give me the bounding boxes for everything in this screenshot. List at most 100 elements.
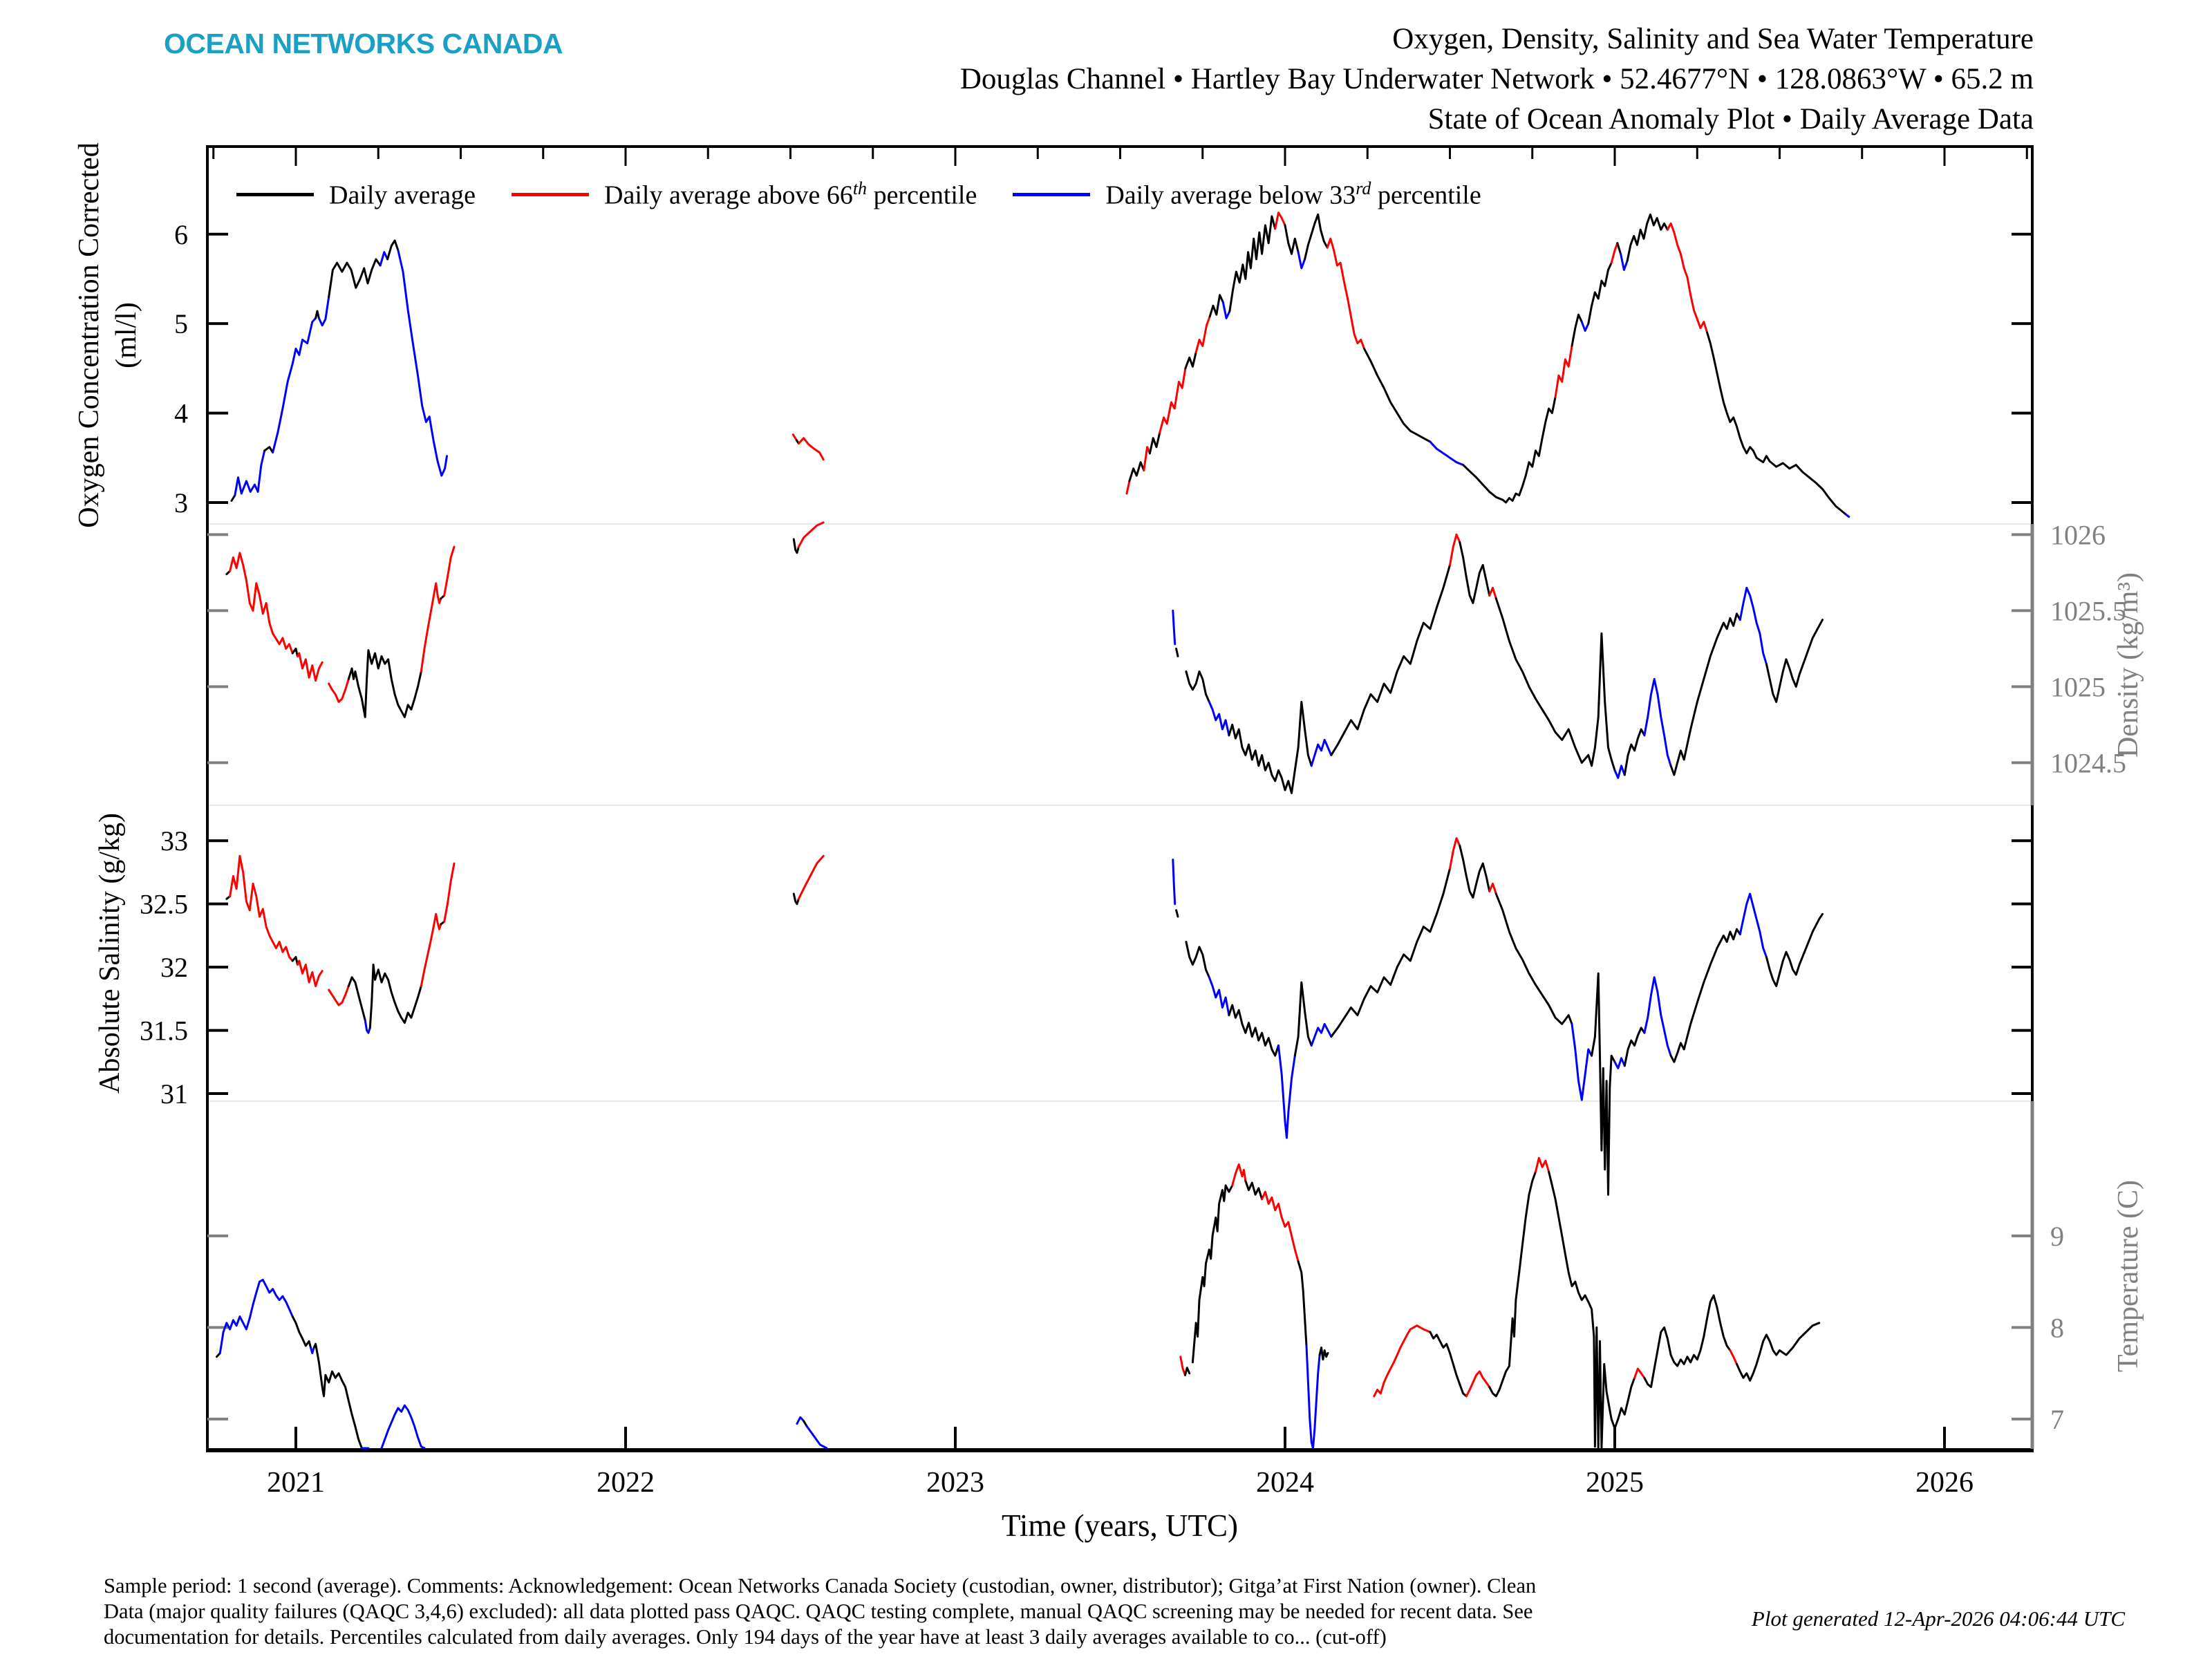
salinity-series-segment-b: [1172, 859, 1177, 906]
density-series-segment-r: [229, 552, 294, 655]
salinity-series-segment-b: [1738, 892, 1768, 958]
oxygen-series-segment-k: [386, 239, 400, 261]
legend-label: Daily average: [329, 180, 476, 210]
oxygen-series-segment-r: [1194, 315, 1211, 354]
temperature-series-segment-r: [1179, 1356, 1186, 1376]
salinity-series-segment-k: [1459, 845, 1491, 899]
x-tick-label: 2026: [1915, 1467, 1974, 1499]
temperature-series-segment-r: [1373, 1324, 1432, 1398]
temperature-series-segment-r: [1465, 1370, 1491, 1398]
salinity-series-segment-k: [1330, 868, 1451, 1038]
density-series-segment-k: [347, 649, 422, 718]
plot-subtitle-location: Douglas Channel • Hartley Bay Underwater…: [959, 63, 2034, 95]
oxygen-series-segment-k: [230, 494, 236, 502]
temperature-series-segment-b: [310, 1347, 315, 1354]
comments-line: Data (major quality failures (QAQC 3,4,6…: [104, 1600, 1533, 1623]
x-axis-label: Time (years, UTC): [1002, 1508, 1238, 1543]
ocean-networks-canada-logo: OCEAN NETWORKS CANADA: [164, 28, 563, 59]
salinity-axis-label: Absolute Salinity (g/kg): [94, 813, 126, 1094]
temperature-series-segment-k: [1318, 1347, 1329, 1361]
density-series-segment-k: [1330, 563, 1451, 756]
oxygen-series-segment-b: [272, 317, 317, 453]
temperature-y-tick-label: 9: [2050, 1221, 2064, 1252]
density-series-segment-k: [1185, 670, 1210, 703]
oxygen-series-segment-r: [1159, 367, 1187, 434]
salinity-series-segment-r: [420, 912, 442, 988]
oxygen-series-segment-b: [1580, 321, 1590, 332]
density-series-segment-k: [792, 538, 800, 554]
salinity-series-segment-k: [347, 976, 366, 1022]
temperature-axis-label: Temperature (C): [2112, 1180, 2144, 1372]
temperature-series-segment-b: [805, 1425, 828, 1450]
temperature-series-segment-r: [1729, 1349, 1738, 1365]
density-series-segment-k: [291, 647, 299, 657]
oxygen-series-segment-r: [1143, 446, 1151, 471]
salinity-series-segment-r: [443, 862, 456, 923]
oxygen-series-segment-b: [1844, 513, 1850, 518]
salinity-series-segment-k: [1591, 972, 1616, 1196]
temperature-series-segment-k: [1548, 1170, 1636, 1450]
density-series-segment-k: [1765, 619, 1824, 703]
oxygen-series-segment-k: [1462, 395, 1557, 504]
temperature-series-segment-k: [1429, 1331, 1468, 1398]
oxygen-series-segment-k: [1626, 213, 1669, 263]
density-series-segment-b: [1310, 738, 1333, 767]
density-series-segment-r: [420, 582, 442, 673]
x-tick-label: 2025: [1586, 1467, 1644, 1499]
oxygen-series-segment-b: [1297, 251, 1306, 270]
legend-label: Daily average below 33rd percentile: [1105, 178, 1481, 210]
oxygen-series-segment-r: [1666, 222, 1709, 334]
salinity-y-tick-label: 32.5: [140, 889, 188, 920]
density-y-tick-label: 1025.5: [2050, 595, 2126, 626]
salinity-series-segment-k: [368, 964, 422, 1029]
oxygen-series-segment-r: [1125, 480, 1131, 495]
salinity-series-segment-b: [1643, 976, 1672, 1057]
oxygen-series-segment-k: [1148, 431, 1161, 455]
oxygen-series-segment-k: [1363, 347, 1432, 443]
density-series-segment-r: [797, 521, 825, 548]
density-series-segment-k: [1459, 541, 1491, 604]
salinity-series-segment-b: [364, 1019, 371, 1034]
density-series-segment-k: [1494, 597, 1616, 771]
blue-line-swatch: [1013, 192, 1091, 196]
oxygen-series-segment-r: [1274, 212, 1286, 230]
red-line-swatch: [512, 192, 590, 196]
salinity-series-segment-b: [1613, 1057, 1626, 1069]
temperature-series-segment-b: [796, 1416, 805, 1425]
oxygen-series-segment-r: [1610, 242, 1619, 264]
density-y-tick-label: 1025: [2050, 671, 2106, 702]
oxygen-series-segment-k: [1706, 331, 1847, 516]
oxygen-series-segment-b: [317, 295, 330, 327]
oxygen-y-tick-label: 3: [174, 487, 188, 518]
oxygen-series-segment-r: [1326, 237, 1365, 350]
salinity-series-segment-k: [1669, 928, 1741, 1063]
density-series-segment-k: [1228, 700, 1313, 794]
temperature-series-segment-b: [218, 1279, 294, 1354]
oxygen-series-segment-b: [1221, 301, 1231, 319]
temperature-series-segment-k: [291, 1315, 312, 1349]
oxygen-axis-unit-label: (ml/l): [111, 302, 142, 368]
density-series-segment-r: [328, 677, 350, 703]
plot-subtitle-type: State of Ocean Anomaly Plot • Daily Aver…: [1427, 103, 2034, 135]
salinity-series-segment-k: [1494, 892, 1573, 1025]
density-series-segment-b: [1643, 677, 1672, 767]
temperature-series-segment-k: [1643, 1294, 1732, 1388]
temperature-series-segment-r: [1261, 1190, 1300, 1263]
oxygen-series-segment-k: [1228, 215, 1277, 312]
density-series-segment-k: [1623, 728, 1646, 776]
comments-block: Sample period: 1 second (average). Comme…: [104, 1573, 1536, 1650]
salinity-series-segment-k: [1765, 912, 1824, 988]
temperature-series-segment-k: [1184, 1367, 1191, 1376]
oxygen-series-segment-b: [1620, 252, 1629, 271]
density-series-segment-k: [1175, 647, 1179, 657]
oxygen-series-segment-k: [1587, 261, 1613, 325]
density-y-tick-label: 1026: [2050, 519, 2106, 550]
x-tick-label: 2022: [597, 1467, 655, 1499]
density-series-segment-r: [1449, 533, 1461, 566]
temperature-series-segment-k: [1297, 1260, 1308, 1347]
x-tick-label: 2024: [1256, 1467, 1314, 1499]
salinity-y-tick-label: 32: [160, 952, 188, 983]
legend: Daily average Daily average above 66th p…: [236, 178, 1481, 211]
